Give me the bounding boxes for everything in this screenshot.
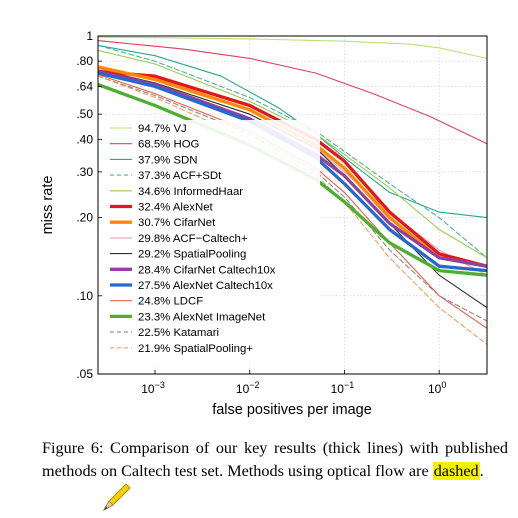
legend-entry: 21.9% SpatialPooling+ xyxy=(138,343,253,355)
caption-text: Figure 6: Comparison of our key results … xyxy=(42,439,508,480)
x-tick-label: 10−3 xyxy=(141,380,165,396)
series-line xyxy=(98,74,487,329)
series-line xyxy=(98,82,487,277)
x-tick-labels: 10−3 10−2 10−1 100 xyxy=(141,370,446,396)
plot-frame xyxy=(97,35,488,375)
series-line xyxy=(98,49,487,259)
y-tick-labels: 1 .80 .64 .50 .40 .30 .20 .10 .05 xyxy=(76,29,102,381)
legend-background xyxy=(104,120,320,364)
legend-entry: 34.6% InformedHaar xyxy=(138,186,243,198)
roc-chart: 1.80.64.50.40.30.20.10.05 10−3 10−2 10−1 10… xyxy=(40,29,488,418)
pencil-icon xyxy=(102,483,131,512)
series-line xyxy=(98,44,487,259)
y-tick-label: .20 xyxy=(76,211,93,225)
legend-entry: 29.2% SpatialPooling xyxy=(138,249,246,261)
legend-entry: 28.4% CifarNet Caltech10x xyxy=(138,264,276,276)
series-line xyxy=(98,69,487,268)
y-tick-label: 1 xyxy=(86,29,93,43)
legend-entry: 94.7% VJ xyxy=(138,123,187,135)
series-line xyxy=(98,69,487,268)
y-tick-label: .10 xyxy=(76,289,93,303)
legend-entry: 32.4% AlexNet xyxy=(138,202,214,214)
y-axis-title: miss rate xyxy=(40,176,56,235)
y-tick-label: .05 xyxy=(76,367,93,381)
legend-entry: 24.8% LDCF xyxy=(138,296,203,308)
x-axis-title: false positives per image xyxy=(212,402,372,418)
legend-entry: 23.3% AlexNet ImageNet xyxy=(138,311,266,323)
x-tick-label: 10−2 xyxy=(236,380,260,396)
legend-entry: 22.5% Katamari xyxy=(138,327,219,339)
x-tick-label: 100 xyxy=(428,380,446,396)
series-line xyxy=(98,40,487,145)
y-tick-label: .30 xyxy=(76,165,93,179)
series-line xyxy=(98,71,487,273)
figure-caption: Figure 6: Comparison of our key results … xyxy=(42,437,508,482)
y-tick-label: .40 xyxy=(76,132,93,146)
legend-entry: 37.3% ACF+SDt xyxy=(138,170,222,182)
legend-entry: 29.8% ACF−Caltech+ xyxy=(138,233,248,245)
legend-entry: 27.5% AlexNet Caltech10x xyxy=(138,280,273,292)
y-tick-label: .50 xyxy=(76,107,93,121)
caption-highlighted-word: dashed xyxy=(432,461,480,480)
legend: 94.7% VJ 68.5% HOG 37.9% SDN 37.3% ACF+SDt 3… xyxy=(104,120,320,364)
caption-period: . xyxy=(479,461,484,480)
series-line xyxy=(98,75,487,322)
legend-entry: 30.7% CifarNet xyxy=(138,217,216,229)
x-tick-label: 10−1 xyxy=(331,380,355,396)
legend-entry: 37.9% SDN xyxy=(138,154,198,166)
series-line xyxy=(98,36,487,59)
legend-entry: 68.5% HOG xyxy=(138,139,200,151)
y-tick-label: .64 xyxy=(76,79,93,93)
y-tick-label: .80 xyxy=(76,54,93,68)
